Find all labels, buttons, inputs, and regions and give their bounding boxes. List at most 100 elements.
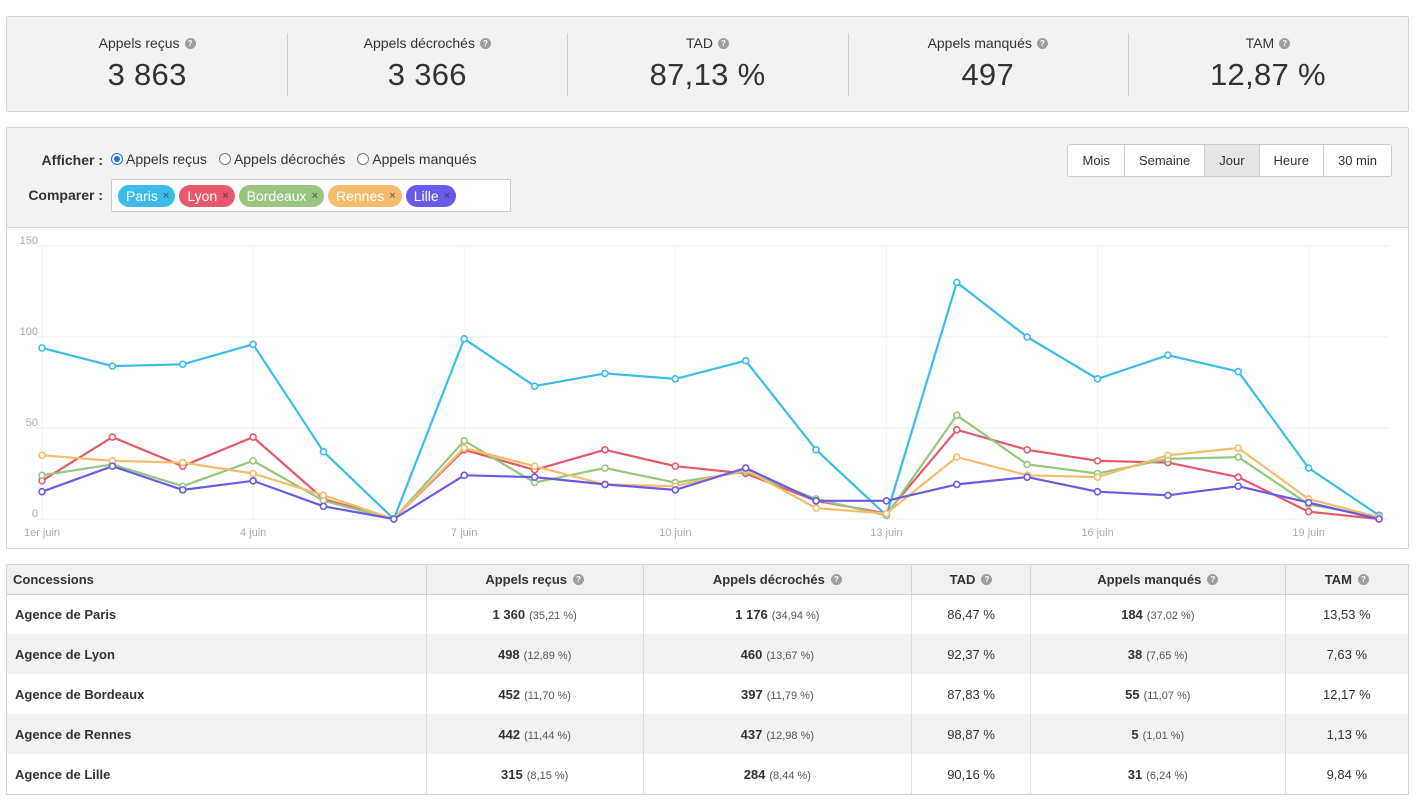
help-icon[interactable]: ?: [1207, 573, 1219, 585]
data-point-paris: [530, 382, 539, 390]
data-point-lille: [249, 476, 257, 485]
kpi-label: TAD: [686, 35, 713, 51]
tag-label: Paris: [126, 187, 158, 204]
series-line-bordeaux: [41, 414, 1380, 521]
remove-tag-icon[interactable]: ×: [389, 189, 396, 202]
seg-mois[interactable]: Mois: [1082, 153, 1110, 168]
radio-indicator[interactable]: [218, 153, 231, 165]
tag-label: Lyon: [187, 187, 218, 204]
data-point-lyon: [601, 446, 609, 454]
data-point-rennes: [319, 491, 328, 500]
data-point-paris: [319, 447, 328, 456]
data-point-rennes: [812, 504, 820, 512]
radio-indicator[interactable]: [111, 153, 123, 165]
data-point-bordeaux: [601, 464, 609, 472]
kpi-label: Appels décrochés: [363, 35, 475, 51]
seg-jour[interactable]: Jour: [1204, 145, 1259, 176]
data-point-paris: [460, 335, 469, 343]
help-icon[interactable]: ?: [981, 573, 993, 585]
radio-indicator[interactable]: [357, 153, 370, 165]
cell-tad: 92,37 %: [911, 634, 1031, 674]
help-icon[interactable]: ?: [1357, 573, 1369, 585]
col-header-concessions[interactable]: Concessions: [7, 565, 427, 595]
tag-label: Rennes: [336, 187, 385, 204]
help-icon[interactable]: ?: [1279, 37, 1291, 49]
data-point-bordeaux: [952, 411, 961, 420]
data-point-bordeaux: [1234, 453, 1243, 461]
data-point-paris: [38, 344, 46, 352]
tag-paris: Paris ×: [118, 184, 176, 207]
data-point-lille: [319, 502, 328, 511]
data-point-rennes: [530, 462, 539, 471]
data-point-lille: [812, 496, 820, 505]
col-header-tad[interactable]: TAD?: [911, 565, 1031, 595]
cell-name: Agence de Lille: [15, 766, 111, 782]
cell-tam: 7,63 %: [1284, 634, 1408, 674]
kpi-value: 87,13 %: [649, 57, 766, 92]
col-header-appels-decroches[interactable]: Appels décrochés?: [642, 565, 912, 595]
data-point-rennes: [249, 469, 257, 478]
radio-appels-recus[interactable]: Appels reçus: [111, 151, 207, 167]
cell-decroches: 460 (13,67 %): [642, 634, 912, 674]
data-point-lille: [530, 473, 539, 481]
compare-tag-input[interactable]: Paris × Lyon × Bordeaux × Rennes × Lille ×: [111, 179, 511, 212]
help-icon[interactable]: ?: [184, 37, 196, 49]
cell-recus: 452 (11,70 %): [425, 674, 644, 714]
remove-tag-icon[interactable]: ×: [222, 189, 229, 202]
remove-tag-icon[interactable]: ×: [311, 189, 318, 202]
cell-manques: 38 (7,65 %): [1029, 634, 1286, 674]
radio-appels-decroches[interactable]: Appels décrochés: [218, 151, 346, 167]
tag-bordeaux: Bordeaux ×: [238, 184, 324, 207]
y-tick-label: 0: [32, 508, 38, 520]
data-point-lille: [882, 496, 891, 505]
x-tick-label: 1er juin: [24, 527, 60, 539]
radio-appels-manques[interactable]: Appels manqués: [357, 151, 477, 167]
tag-label: Lille: [413, 187, 439, 204]
data-point-lille: [952, 480, 961, 489]
x-tick-label: 7 juin: [451, 527, 477, 539]
radio-label: Appels décrochés: [233, 151, 346, 167]
cell-decroches: 284 (8,44 %): [642, 754, 912, 794]
kpi-appels-manques: Appels manqués? 497: [847, 17, 1128, 111]
data-point-lille: [1375, 515, 1383, 523]
granularity-toggle: Mois Semaine Jour Heure 30 min: [1067, 144, 1392, 177]
data-point-bordeaux: [249, 456, 257, 465]
tag-lille: Lille ×: [405, 184, 457, 207]
afficher-label: Afficher :: [41, 152, 103, 168]
seg-30min[interactable]: 30 min: [1322, 145, 1391, 176]
data-point-bordeaux: [38, 471, 46, 480]
remove-tag-icon[interactable]: ×: [162, 189, 170, 202]
data-point-lyon: [1304, 507, 1313, 516]
cell-name: Agence de Lyon: [15, 646, 115, 662]
cell-decroches: 437 (12,98 %): [642, 714, 912, 754]
cell-tad: 87,83 %: [911, 674, 1031, 714]
help-icon[interactable]: ?: [479, 37, 491, 49]
seg-heure[interactable]: Heure: [1258, 145, 1323, 176]
x-tick-label: 13 juin: [870, 527, 902, 539]
help-icon[interactable]: ?: [1036, 37, 1048, 49]
y-tick-label: 100: [20, 326, 38, 338]
cell-tam: 13,53 %: [1284, 594, 1408, 634]
kpi-label: TAM: [1245, 35, 1275, 51]
data-point-lille: [601, 480, 609, 489]
cell-recus: 1 360 (35,21 %): [425, 594, 644, 634]
table-row: Agence de Lille 315 (8,15 %) 284 (8,44 %) …: [7, 754, 1408, 794]
help-icon[interactable]: ?: [830, 573, 842, 585]
cell-manques: 55 (11,07 %): [1029, 674, 1286, 714]
data-point-rennes: [882, 509, 891, 518]
data-point-paris: [178, 360, 187, 369]
data-point-rennes: [1164, 451, 1172, 460]
kpi-label: Appels manqués: [927, 35, 1032, 51]
cell-recus: 442 (11,44 %): [425, 714, 644, 754]
seg-semaine[interactable]: Semaine: [1123, 145, 1204, 176]
col-header-appels-manques[interactable]: Appels manqués?: [1029, 565, 1286, 595]
data-point-paris: [812, 446, 820, 454]
col-header-tam[interactable]: TAM?: [1284, 565, 1408, 595]
line-chart: 0 50 100 150 1er juin 4 juin 7 juin 10 juin 13 j…: [7, 229, 1408, 548]
cell-tam: 1,13 %: [1284, 714, 1408, 754]
cell-decroches: 1 176 (34,94 %): [642, 594, 912, 634]
help-icon[interactable]: ?: [717, 37, 729, 49]
help-icon[interactable]: ?: [573, 573, 584, 585]
col-header-appels-recus[interactable]: Appels reçus?: [425, 565, 644, 595]
remove-tag-icon[interactable]: ×: [443, 189, 451, 202]
